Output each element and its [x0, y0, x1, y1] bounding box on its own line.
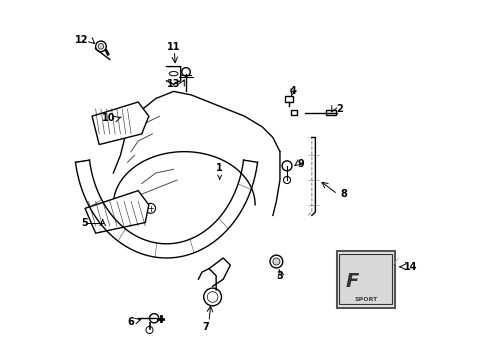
- Text: 8: 8: [340, 189, 346, 199]
- Bar: [285, 96, 292, 102]
- Bar: [325, 110, 335, 116]
- Text: F: F: [345, 271, 359, 291]
- Text: 7: 7: [202, 322, 208, 332]
- Circle shape: [98, 44, 103, 49]
- Text: 11: 11: [166, 42, 180, 52]
- Text: 2: 2: [336, 104, 343, 114]
- Bar: [290, 110, 296, 116]
- Text: 9: 9: [297, 159, 304, 169]
- Polygon shape: [85, 191, 148, 233]
- Text: 6: 6: [127, 317, 134, 327]
- Text: SPORT: SPORT: [353, 297, 377, 302]
- Text: 1: 1: [216, 163, 223, 179]
- FancyBboxPatch shape: [336, 251, 394, 307]
- Polygon shape: [92, 102, 148, 145]
- Text: 12: 12: [75, 35, 88, 45]
- Text: 10: 10: [102, 113, 115, 123]
- Text: 5: 5: [81, 217, 88, 228]
- Text: 14: 14: [403, 262, 417, 272]
- FancyBboxPatch shape: [339, 254, 391, 304]
- Text: 13: 13: [167, 79, 181, 89]
- Circle shape: [272, 258, 279, 265]
- Text: 4: 4: [289, 86, 296, 96]
- Text: 3: 3: [276, 271, 283, 281]
